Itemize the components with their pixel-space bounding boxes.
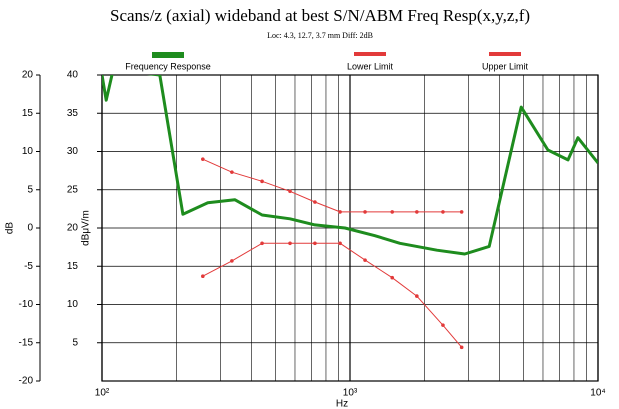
legend-label: Lower Limit [347,61,394,71]
series-marker [415,210,419,214]
y2-axis-label: dBμV/m [81,210,92,246]
y-tick-label: 15 [22,108,34,119]
series-marker [288,241,292,246]
series-marker [459,345,464,350]
series-marker [338,241,342,246]
y2-tick-label: 15 [67,261,79,272]
series-marker [260,179,264,184]
legend-label: Upper Limit [482,61,529,71]
y2-tick-label: 10 [67,299,79,310]
x-tick-label: 10² [95,388,110,399]
series-marker [230,259,234,263]
y-axis-label: dB [5,222,16,235]
y-tick-label: -20 [19,376,34,387]
series-marker [201,274,205,278]
legend-swatch [152,52,184,58]
plot-frame [101,74,599,382]
plot-area [102,75,598,350]
x-tick-label: 10⁴ [590,388,605,399]
series-marker [313,200,317,204]
y2-tick-label: 25 [67,184,79,195]
series-marker [201,157,205,161]
series-marker [338,210,342,214]
y-tick-label: -15 [19,337,34,348]
series-marker [390,275,395,280]
y2-tick-label: 20 [67,223,79,234]
series-marker [230,170,234,174]
y-tick-label: 0 [27,223,33,234]
series-marker [363,210,367,214]
chart-title: Scans/z (axial) wideband at best S/N/ABM… [110,6,530,25]
y-tick-label: -5 [24,261,33,272]
series-marker [441,323,445,327]
series-marker [415,294,419,298]
y-tick-label: 20 [22,70,34,81]
y2-tick-label: 30 [67,146,79,157]
x-tick-label: 10³ [343,388,358,399]
series-marker [313,241,317,246]
chart-subtitle: Loc: 4.3, 12.7, 3.7 mm Diff: 2dB [267,31,373,40]
y2-tick-label: 5 [72,337,78,348]
legend-swatch [354,52,386,56]
y-tick-label: 10 [22,146,34,157]
series-marker [288,189,292,194]
series-line [102,75,598,256]
y2-tick-label: 40 [67,70,79,81]
series-marker [459,210,464,214]
legend-label: Frequency Response [125,61,211,71]
x-axis-label: Hz [336,399,348,409]
legend-swatch [489,52,521,56]
series-marker [441,210,445,214]
series-marker [260,241,264,246]
y-tick-label: -10 [19,299,34,310]
y-tick-label: 5 [27,184,33,195]
series-marker [363,258,367,262]
y2-tick-label: 35 [67,108,79,119]
series-marker [390,210,395,214]
